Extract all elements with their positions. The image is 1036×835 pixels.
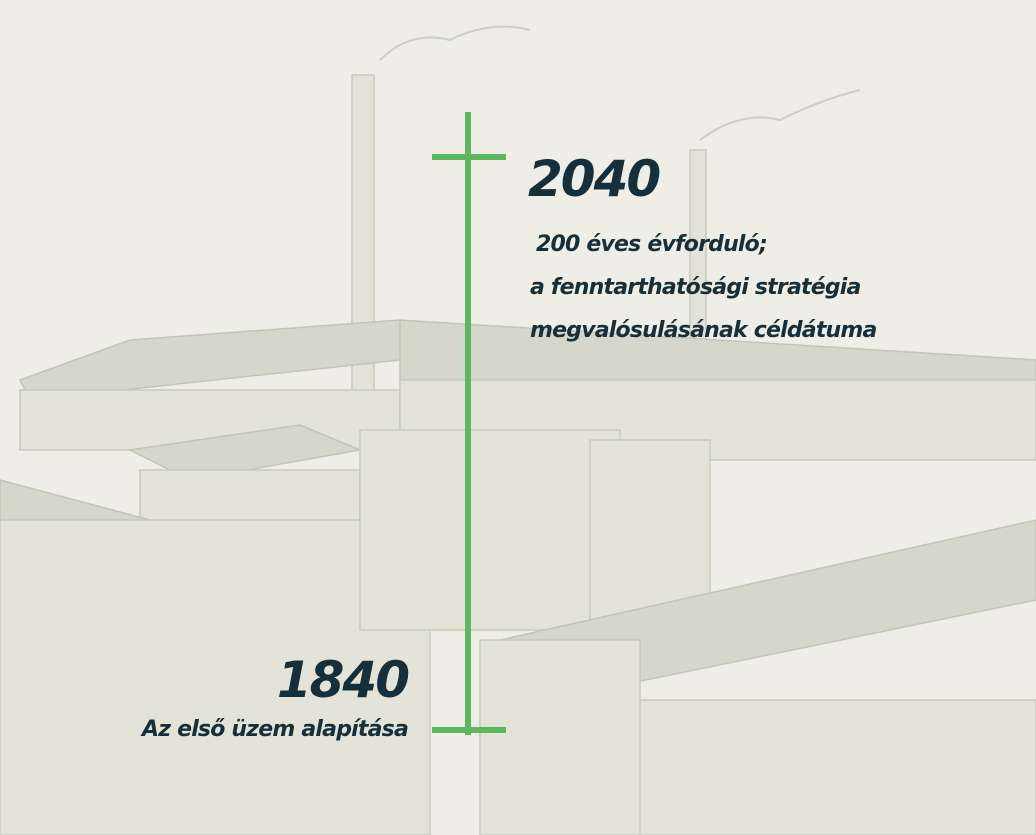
event-year: 2040	[528, 150, 660, 208]
event-description: a fenntarthatósági stratégia	[530, 275, 861, 300]
factory-illustration	[0, 25, 1036, 835]
event-description: 200 éves évforduló;	[536, 232, 767, 257]
event-description: Az első üzem alapítása	[140, 717, 408, 742]
event-description: megvalósulásának céldátuma	[530, 318, 877, 343]
event-year: 1840	[277, 651, 409, 709]
timeline-axis	[432, 112, 506, 735]
